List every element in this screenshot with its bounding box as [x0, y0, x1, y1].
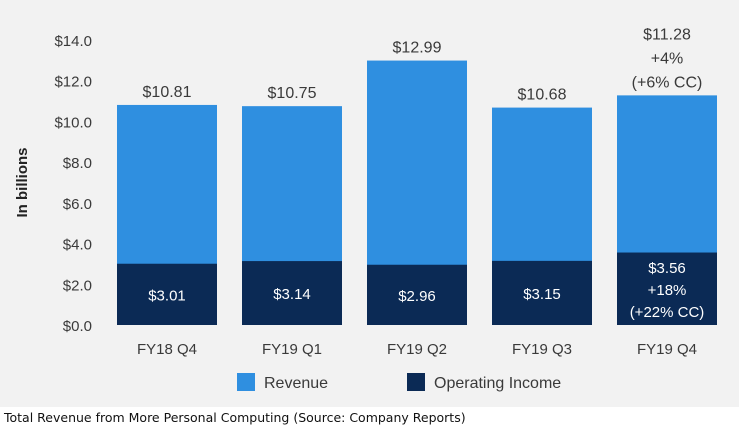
- data-label-revenue: $10.68: [518, 87, 567, 104]
- data-label-revenue: (+6% CC): [632, 74, 703, 91]
- data-label-revenue: $10.81: [143, 84, 192, 101]
- legend-label: Operating Income: [434, 375, 561, 392]
- y-tick-label: $10.0: [54, 114, 92, 131]
- data-label-operating-income: +18%: [648, 282, 687, 299]
- x-tick-label: FY19 Q3: [512, 341, 572, 358]
- data-label-revenue: $11.28: [643, 26, 691, 43]
- data-label-operating-income: $2.96: [398, 288, 436, 305]
- legend-swatch: [407, 373, 425, 391]
- bar-operating-income: [617, 252, 717, 325]
- plot-area: $10.81 $3.01 FY18 Q4 $10.75 $3.14 FY19 Q1 $12.…: [117, 26, 717, 358]
- x-tick-label: FY18 Q4: [137, 341, 197, 358]
- y-tick-label: $2.0: [63, 277, 92, 294]
- bar-operating-income: [242, 261, 342, 325]
- y-tick-label: $0.0: [63, 318, 92, 335]
- y-tick-label: $8.0: [63, 155, 92, 172]
- data-label-operating-income: $3.15: [523, 286, 561, 303]
- data-label-revenue: $10.75: [268, 85, 317, 102]
- legend-label: Revenue: [264, 375, 328, 392]
- y-tick-label: $6.0: [63, 196, 92, 213]
- chart-caption: Total Revenue from More Personal Computi…: [4, 410, 466, 425]
- data-label-operating-income: $3.56: [648, 260, 686, 277]
- x-tick-label: FY19 Q1: [262, 341, 322, 358]
- bar-operating-income: [117, 263, 217, 325]
- y-axis: $0.0 $2.0 $4.0 $6.0 $8.0 $10.0 $12.0 $14.0 In bi…: [14, 33, 92, 335]
- y-axis-label: In billions: [14, 148, 31, 218]
- data-label-operating-income: $3.14: [273, 286, 311, 303]
- y-tick-label: $4.0: [63, 237, 92, 254]
- data-label-revenue: +4%: [651, 50, 683, 67]
- bar-operating-income: [367, 264, 467, 325]
- data-label-operating-income: $3.01: [148, 287, 186, 304]
- x-tick-label: FY19 Q2: [387, 341, 447, 358]
- y-tick-label: $14.0: [54, 33, 92, 50]
- y-tick-label: $12.0: [54, 74, 92, 91]
- chart-panel: $0.0 $2.0 $4.0 $6.0 $8.0 $10.0 $12.0 $14.0 In bi…: [0, 0, 739, 407]
- x-tick-label: FY19 Q4: [637, 341, 697, 358]
- bar-chart: $0.0 $2.0 $4.0 $6.0 $8.0 $10.0 $12.0 $14.0 In bi…: [14, 26, 717, 392]
- legend: Revenue Operating Income: [237, 373, 561, 392]
- data-label-operating-income: (+22% CC): [630, 304, 705, 321]
- data-label-revenue: $12.99: [393, 40, 442, 57]
- bar-operating-income: [492, 260, 592, 325]
- legend-swatch: [237, 373, 255, 391]
